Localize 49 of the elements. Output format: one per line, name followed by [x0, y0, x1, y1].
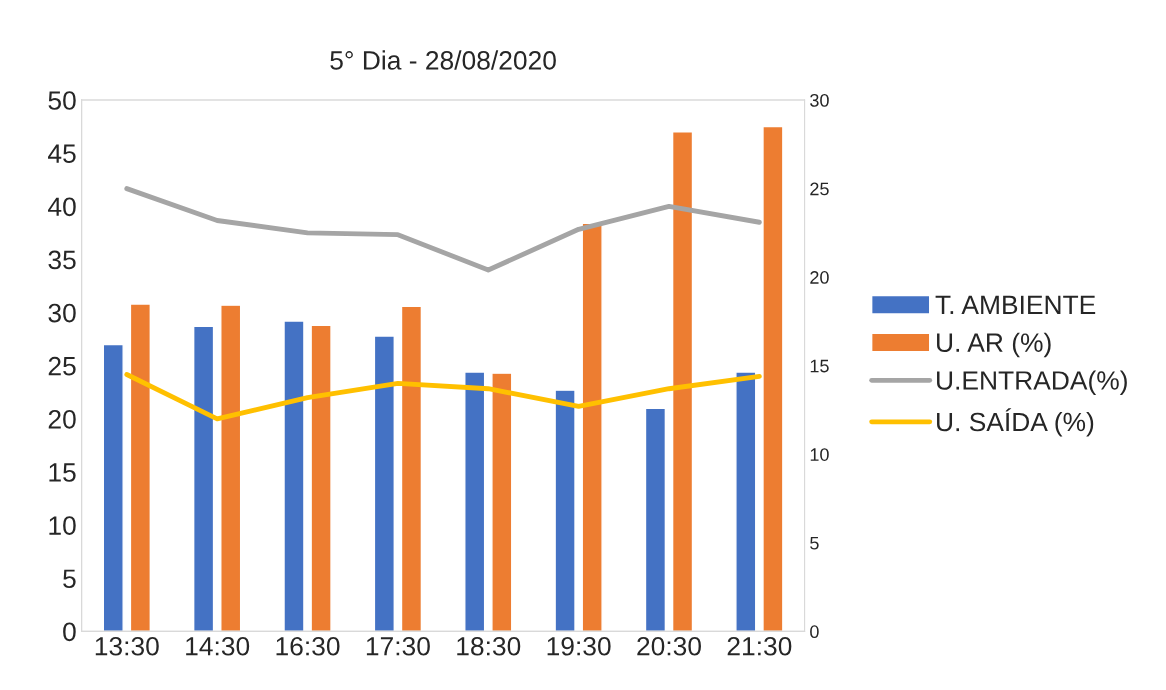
chart-title: 5° Dia - 28/08/2020 — [330, 50, 556, 70]
y-tick-label: 50 — [48, 91, 76, 110]
legend-label: U.ENTRADA(%) — [937, 370, 1127, 396]
y-tick-label: 20 — [48, 409, 76, 429]
bar — [220, 304, 242, 632]
bar — [735, 371, 757, 632]
x-tick-label: 19:30 — [547, 636, 611, 656]
x-tick-label: 17:30 — [366, 636, 430, 656]
y-tick-label: 0 — [63, 622, 76, 642]
bar — [671, 131, 694, 632]
y2-tick-label: 0 — [810, 625, 819, 639]
bar — [762, 125, 784, 632]
y2-tick-label: 20 — [810, 271, 829, 284]
line-series — [124, 186, 762, 273]
bar — [129, 303, 151, 632]
y2-tick-label: 10 — [810, 448, 829, 461]
bar — [491, 372, 513, 632]
bar — [464, 371, 486, 632]
x-tick-label: 14:30 — [186, 636, 250, 656]
y-tick-label: 5 — [63, 569, 76, 589]
y2-tick-label: 30 — [810, 93, 829, 107]
y-tick-label: 35 — [48, 250, 76, 270]
y2-tick-label: 25 — [810, 182, 829, 196]
legend-label: U. AR (%) — [937, 332, 1051, 358]
y-tick-label: 15 — [49, 463, 76, 482]
y-tick-label: 25 — [48, 356, 76, 376]
bar — [310, 324, 332, 632]
legend-label: U. SAÍDA (%) — [937, 408, 1094, 437]
x-tick-label: 20:30 — [637, 636, 701, 656]
line-series — [124, 372, 762, 422]
x-tick-label: 13:30 — [95, 636, 159, 656]
bar — [581, 222, 603, 632]
y2-tick-label: 15 — [810, 359, 829, 373]
bar — [192, 325, 215, 632]
bar — [644, 407, 667, 632]
y-tick-label: 45 — [48, 144, 76, 163]
y-tick-label: 40 — [48, 197, 76, 217]
y-tick-label: 30 — [48, 303, 76, 323]
legend-label: T. AMBIENTE — [935, 295, 1096, 314]
bar — [283, 320, 305, 632]
bar — [102, 343, 124, 632]
y-tick-label: 10 — [49, 516, 76, 535]
bar — [554, 389, 576, 632]
x-tick-label: 16:30 — [276, 636, 340, 656]
bar — [373, 335, 395, 632]
bar — [400, 305, 423, 632]
x-tick-label: 21:30 — [727, 636, 792, 656]
y2-tick-label: 5 — [810, 536, 819, 550]
x-tick-label: 18:30 — [457, 636, 521, 656]
